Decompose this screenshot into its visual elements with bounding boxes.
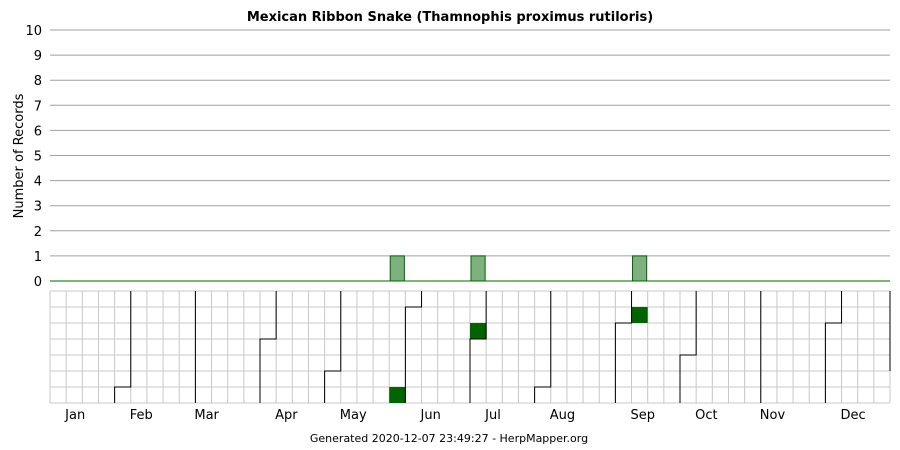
bar-series bbox=[389, 255, 648, 282]
footer-text: Generated 2020-12-07 23:49:27 - HerpMapp… bbox=[310, 432, 588, 445]
bar bbox=[632, 255, 648, 282]
y-tick-label: 6 bbox=[34, 124, 42, 139]
y-tick-label: 8 bbox=[34, 74, 42, 89]
month-boundary bbox=[259, 291, 277, 403]
bar bbox=[389, 255, 405, 282]
month-label: Dec bbox=[841, 408, 866, 423]
month-label: Sep bbox=[631, 408, 656, 423]
month-label: Jul bbox=[484, 408, 501, 423]
month-boundary bbox=[404, 291, 423, 403]
month-boundary bbox=[824, 291, 843, 403]
y-tick-label: 5 bbox=[34, 150, 42, 165]
month-label: Mar bbox=[194, 408, 219, 423]
month-boundary bbox=[469, 291, 487, 403]
calendar-record-cell bbox=[631, 307, 648, 323]
month-label: Aug bbox=[550, 408, 575, 423]
calendar-record-cell bbox=[389, 387, 406, 403]
calendar-record-cell bbox=[470, 323, 487, 339]
bar bbox=[470, 255, 486, 282]
month-label: Jun bbox=[420, 408, 441, 423]
month-label: Nov bbox=[760, 408, 786, 423]
y-tick-label: 10 bbox=[25, 24, 42, 39]
y-tick-label: 9 bbox=[34, 49, 42, 64]
calendar-grid bbox=[49, 290, 891, 404]
month-label: Apr bbox=[275, 408, 298, 423]
chart-title: Mexican Ribbon Snake (Thamnophis proximu… bbox=[247, 10, 653, 25]
y-tick-label: 1 bbox=[34, 250, 42, 265]
y-tick-labels: 0 1 2 3 4 5 6 7 8 9 10 bbox=[25, 24, 42, 290]
y-tick-label: 7 bbox=[34, 99, 42, 114]
month-boundary bbox=[534, 291, 552, 403]
y-axis-label: Number of Records bbox=[12, 93, 27, 218]
month-boundary bbox=[614, 291, 633, 403]
month-label: Jan bbox=[64, 408, 85, 423]
month-boundary bbox=[324, 291, 342, 403]
month-boundary bbox=[114, 291, 132, 403]
month-label: Oct bbox=[695, 408, 717, 423]
month-label: May bbox=[340, 408, 367, 423]
y-tick-label: 0 bbox=[34, 275, 42, 290]
month-boundary bbox=[679, 291, 697, 403]
y-tick-label: 3 bbox=[34, 200, 42, 215]
y-tick-label: 4 bbox=[34, 175, 42, 190]
gridlines bbox=[50, 29, 890, 282]
y-tick-label: 2 bbox=[34, 225, 42, 240]
month-label: Feb bbox=[130, 408, 153, 423]
month-labels: Jan Feb Mar Apr May Jun Jul Aug Sep Oct Nov Dec bbox=[64, 408, 866, 423]
